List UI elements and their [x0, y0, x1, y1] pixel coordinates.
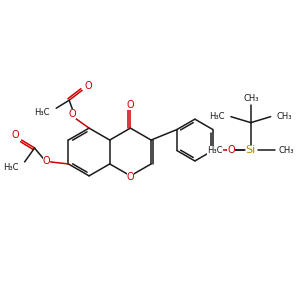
- Text: O: O: [43, 156, 50, 166]
- Text: CH₃: CH₃: [277, 112, 292, 121]
- Text: H₃C: H₃C: [207, 146, 223, 155]
- Text: Si: Si: [246, 146, 256, 155]
- Text: H₃C: H₃C: [34, 108, 49, 117]
- Text: O: O: [84, 81, 92, 91]
- Text: O: O: [127, 100, 134, 110]
- Text: H₃C: H₃C: [3, 164, 19, 172]
- Text: CH₃: CH₃: [279, 146, 294, 155]
- Text: O: O: [127, 172, 134, 182]
- Text: O: O: [12, 130, 20, 140]
- Text: O: O: [68, 109, 76, 119]
- Text: H₃C: H₃C: [209, 112, 225, 121]
- Text: O: O: [227, 146, 235, 155]
- Text: CH₃: CH₃: [243, 94, 259, 103]
